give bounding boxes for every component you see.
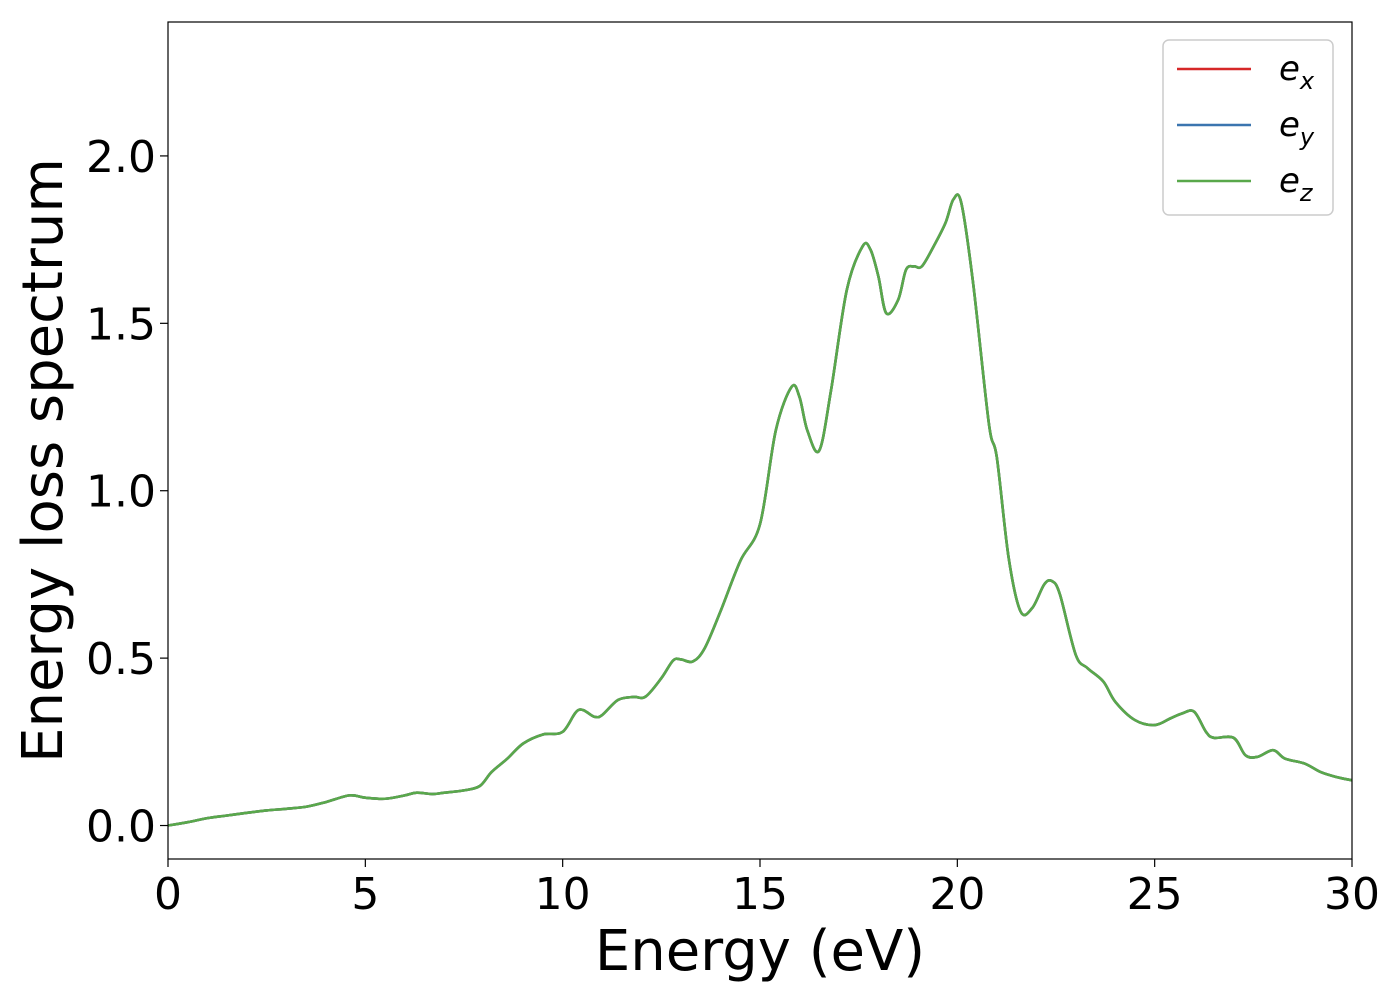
x-tick-label: 5 — [351, 869, 379, 920]
x-tick-label: 20 — [929, 869, 985, 920]
x-tick-label: 15 — [732, 869, 788, 920]
legend-label-e-x: ex — [1279, 49, 1315, 95]
legend-label-e-z: ez — [1279, 161, 1314, 207]
y-tick-label: 1.0 — [86, 467, 156, 518]
x-tick-label: 0 — [154, 869, 182, 920]
series-line-e-y — [168, 193, 1352, 827]
y-tick-label: 0.0 — [86, 802, 156, 853]
y-axis-title: Energy loss spectrum — [11, 158, 76, 763]
legend-box — [1162, 39, 1334, 216]
x-axis-title: Energy (eV) — [595, 919, 925, 984]
x-tick-label: 30 — [1324, 869, 1380, 920]
y-tick-label: 0.5 — [86, 634, 156, 685]
legend: ex ey ez — [1162, 39, 1334, 216]
y-tick-label: 1.5 — [86, 299, 156, 350]
x-tick-label: 25 — [1127, 869, 1183, 920]
x-tick-label: 10 — [535, 869, 591, 920]
plot-area — [168, 193, 1352, 827]
y-tick-label: 2.0 — [86, 132, 156, 183]
series-line-e-z — [168, 193, 1352, 827]
series-line-e-x — [168, 193, 1352, 827]
legend-label-e-y: ey — [1279, 105, 1315, 151]
axes: 0 5 10 15 20 25 30 0.0 0.5 1.0 1.5 2.0 — [86, 21, 1380, 920]
